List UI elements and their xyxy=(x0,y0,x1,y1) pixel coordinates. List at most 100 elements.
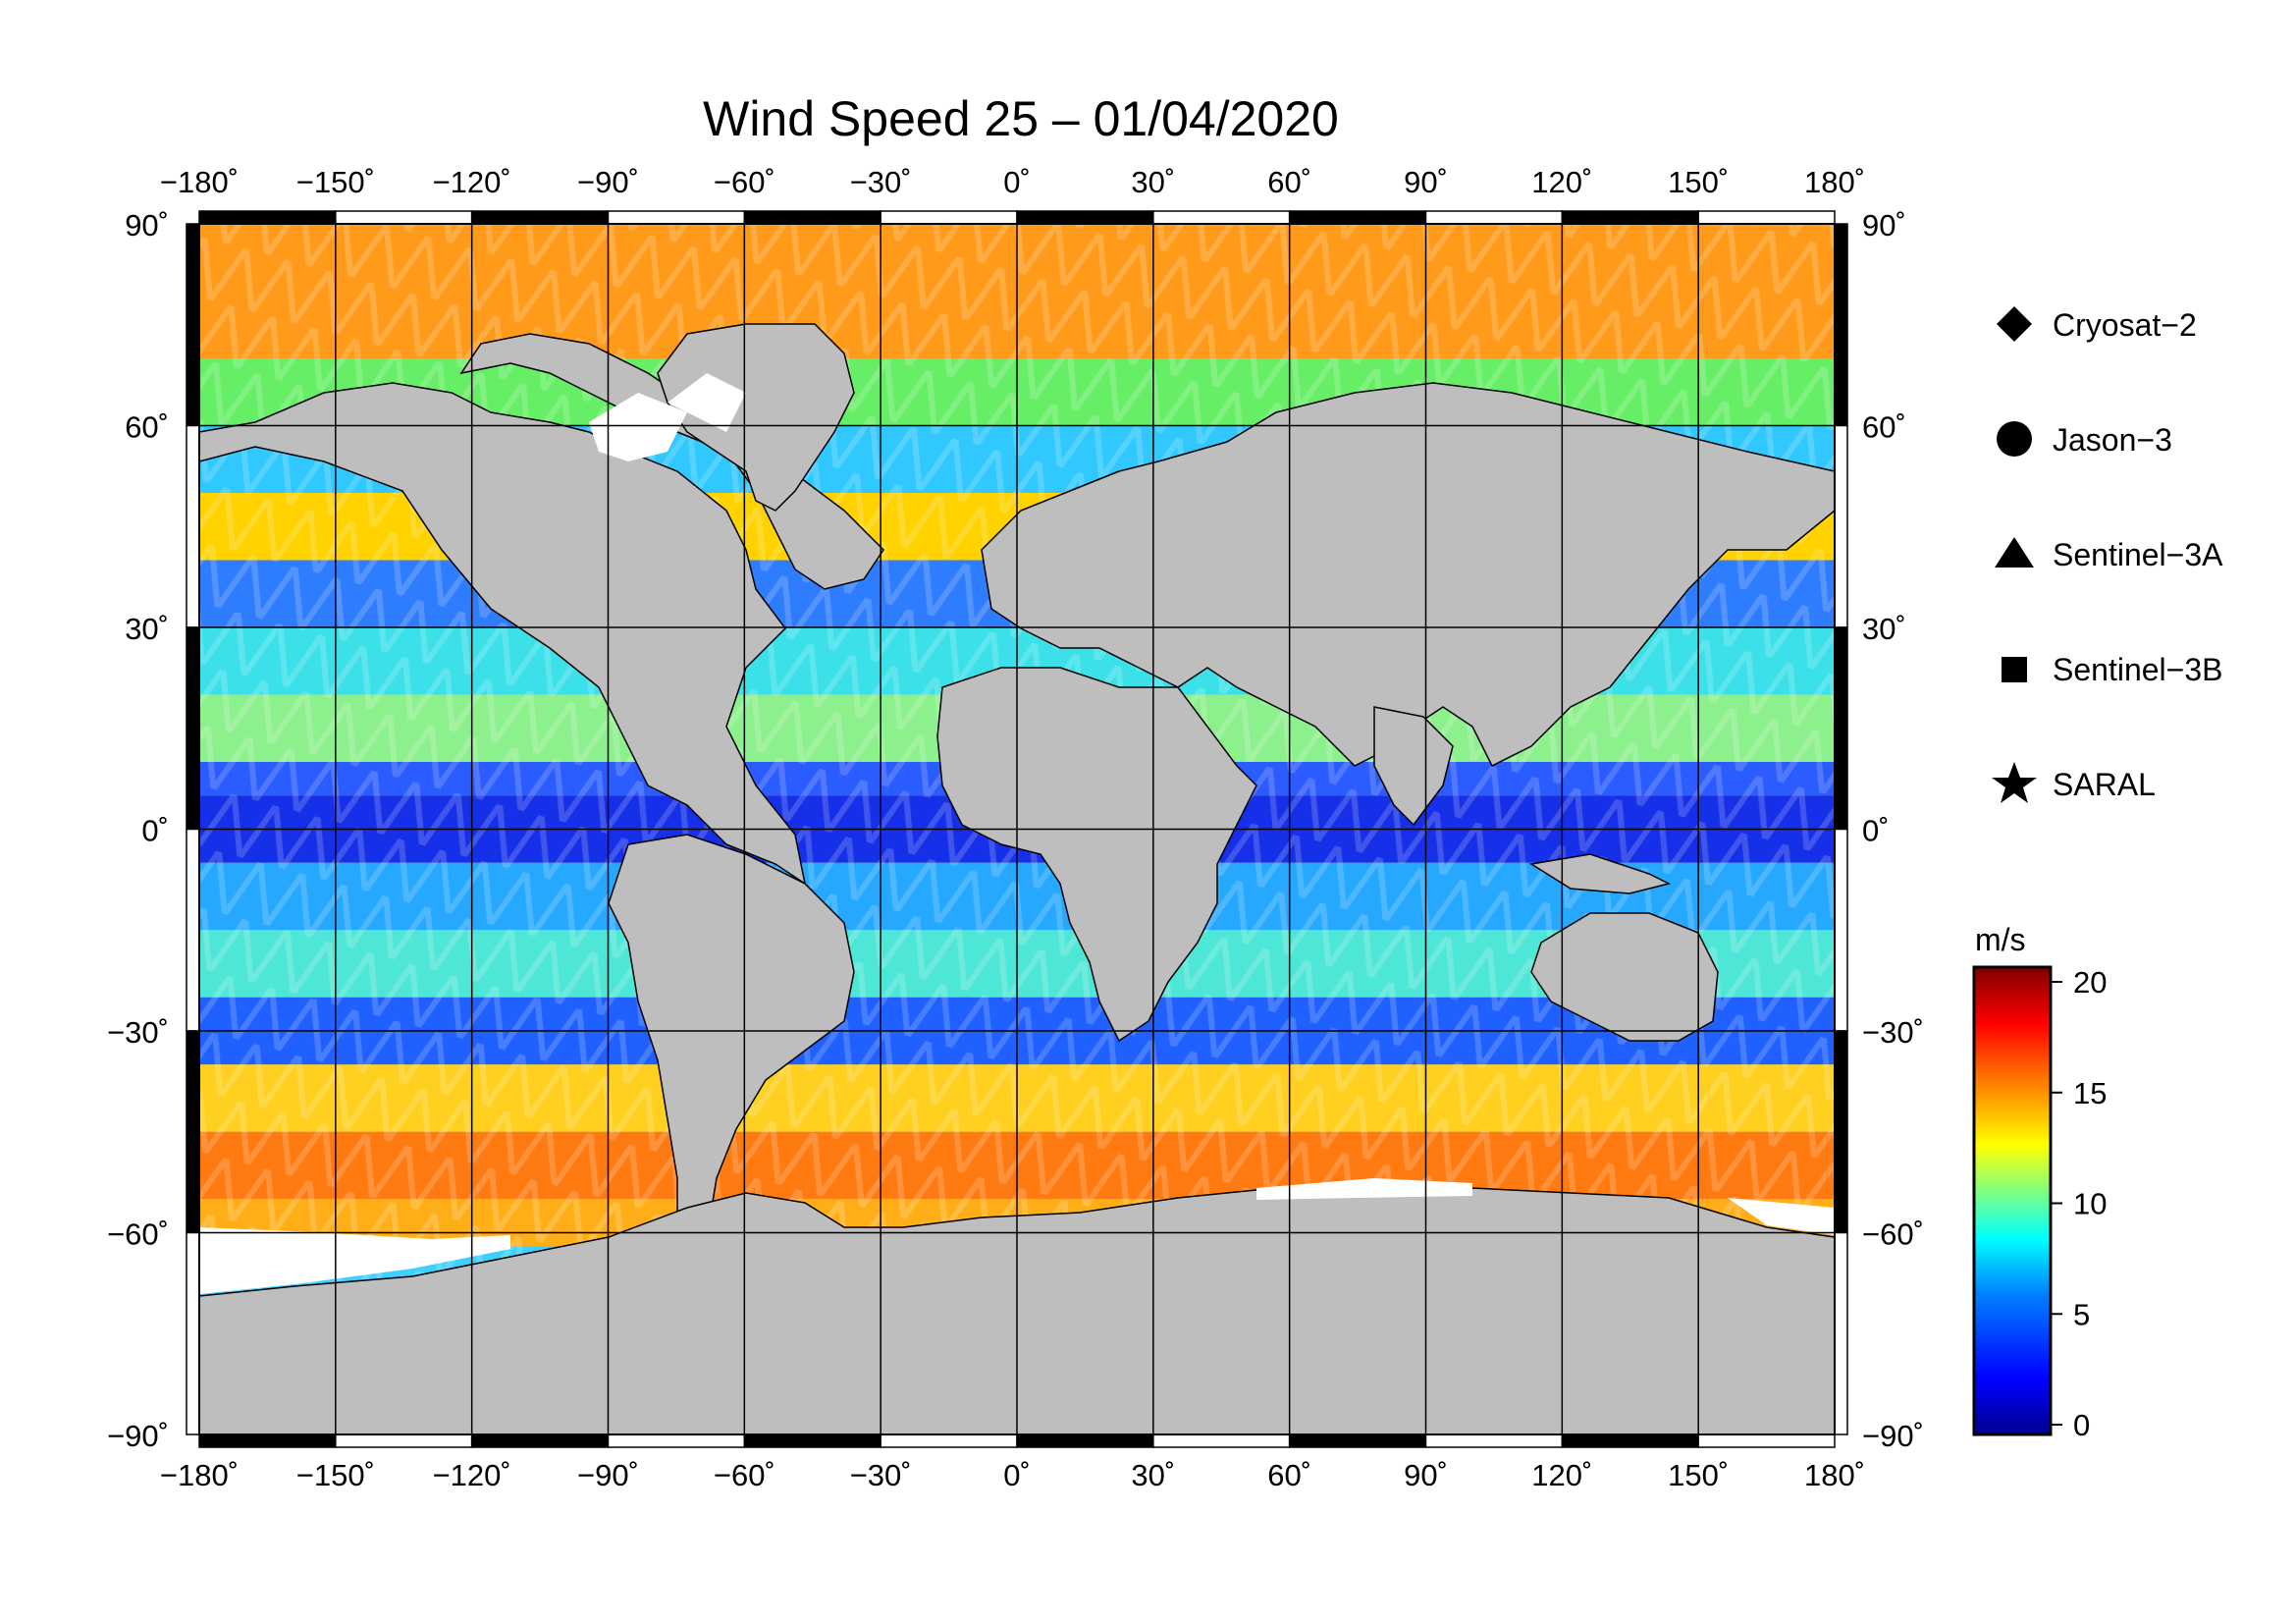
lat-tick-label: −60˚ xyxy=(1862,1217,1924,1252)
frame-segment xyxy=(1697,1434,1836,1448)
colorbar-tick-label: 20 xyxy=(2073,965,2107,1000)
sea-ice xyxy=(199,373,1835,1294)
wind-field xyxy=(199,224,1835,1434)
lon-tick-label: −90˚ xyxy=(577,1458,639,1492)
lon-tick-label: 150˚ xyxy=(1668,165,1729,199)
lat-tick-label: 30˚ xyxy=(125,612,169,646)
frame-segment xyxy=(198,1434,337,1448)
square-icon xyxy=(2002,657,2027,682)
frame-segment xyxy=(743,210,881,225)
lon-tick-label: −150˚ xyxy=(296,1458,375,1492)
frame-segment xyxy=(1834,223,1848,427)
lon-tick-label: 0˚ xyxy=(1003,1458,1031,1492)
colorbar: m/s 20 15 10 5 0 xyxy=(1972,922,2107,1442)
lon-tick-label: −180˚ xyxy=(160,165,239,199)
lon-tick-label: 120˚ xyxy=(1531,165,1592,199)
frame-segment xyxy=(1016,1434,1154,1448)
legend-label: Sentinel−3A xyxy=(2053,537,2223,572)
satellite-legend: Cryosat−2 Jason−3 Sentinel−3A Sentinel−3… xyxy=(1992,306,2223,803)
frame-segment xyxy=(1288,210,1427,225)
lat-tick-label: 60˚ xyxy=(1862,410,1906,445)
diamond-icon xyxy=(1997,306,2032,342)
triangle-icon xyxy=(1995,537,2034,568)
frame-segment xyxy=(1152,1434,1291,1448)
frame-segment xyxy=(186,626,200,831)
axis-tick-labels: −180˚ −180˚ −150˚ −150˚ −120˚ −120˚ −90˚ −90˚ −6… xyxy=(107,165,1924,1492)
lon-tick-label: −120˚ xyxy=(433,165,511,199)
frame-segment xyxy=(1424,210,1564,225)
lat-tick-label: 30˚ xyxy=(1862,612,1906,646)
frame-segment xyxy=(1561,1434,1699,1448)
lat-tick-label: −90˚ xyxy=(107,1419,169,1453)
lat-tick-label: −90˚ xyxy=(1862,1419,1924,1453)
lat-tick-label: −30˚ xyxy=(107,1015,169,1050)
legend-label: SARAL xyxy=(2053,767,2156,802)
legend-label: Cryosat−2 xyxy=(2053,307,2197,343)
frame-segment xyxy=(186,828,200,1032)
lon-tick-label: 30˚ xyxy=(1131,1458,1175,1492)
lat-tick-label: 60˚ xyxy=(125,410,169,445)
map-frame xyxy=(186,210,1848,1448)
lon-tick-label: −90˚ xyxy=(577,165,639,199)
legend-item-saral: SARAL xyxy=(1992,762,2156,803)
lon-tick-label: −150˚ xyxy=(296,165,375,199)
colorbar-tick-label: 10 xyxy=(2073,1187,2107,1221)
frame-segment xyxy=(743,1434,881,1448)
colorbar-gradient xyxy=(1972,965,2053,1436)
frame-segment xyxy=(335,210,473,225)
frame-segment xyxy=(607,1434,746,1448)
frame-segment xyxy=(1152,210,1291,225)
frame-segment xyxy=(186,1030,200,1234)
colorbar-tick-label: 15 xyxy=(2073,1076,2107,1110)
frame-segment xyxy=(1834,828,1848,1032)
frame-segment xyxy=(1288,1434,1427,1448)
frame-segment xyxy=(1834,1231,1848,1435)
frame-segment xyxy=(1834,1030,1848,1234)
legend-item-sentinel-3a: Sentinel−3A xyxy=(1995,537,2223,572)
legend-item-cryosat-2: Cryosat−2 xyxy=(1997,306,2197,343)
lon-tick-label: −60˚ xyxy=(714,1458,775,1492)
lat-tick-label: 0˚ xyxy=(1862,814,1890,848)
legend-item-jason-3: Jason−3 xyxy=(1997,421,2172,458)
lat-tick-label: 0˚ xyxy=(141,814,169,848)
circle-icon xyxy=(1997,421,2032,457)
lon-tick-label: 180˚ xyxy=(1804,165,1865,199)
lon-tick-label: 0˚ xyxy=(1003,165,1031,199)
lon-tick-label: 150˚ xyxy=(1668,1458,1729,1492)
frame-segment xyxy=(186,424,200,628)
lon-tick-label: 30˚ xyxy=(1131,165,1175,199)
lat-tick-label: −60˚ xyxy=(107,1217,169,1252)
frame-segment xyxy=(607,210,746,225)
lon-tick-label: 90˚ xyxy=(1404,1458,1448,1492)
lon-tick-label: −120˚ xyxy=(433,1458,511,1492)
frame-segment xyxy=(880,1434,1018,1448)
graticule xyxy=(199,224,1835,1434)
lon-tick-label: −30˚ xyxy=(850,1458,912,1492)
legend-label: Jason−3 xyxy=(2053,422,2172,458)
lon-tick-label: −30˚ xyxy=(850,165,912,199)
frame-segment xyxy=(186,1231,200,1435)
lon-tick-label: 180˚ xyxy=(1804,1458,1865,1492)
colorbar-tick-label: 5 xyxy=(2073,1297,2090,1331)
lon-tick-label: 60˚ xyxy=(1267,1458,1311,1492)
frame-segment xyxy=(1424,1434,1564,1448)
lon-tick-label: 120˚ xyxy=(1531,1458,1592,1492)
lat-tick-label: 90˚ xyxy=(1862,208,1906,243)
legend-item-sentinel-3b: Sentinel−3B xyxy=(2002,652,2222,687)
star-icon xyxy=(1992,762,2037,803)
colorbar-tick-label: 0 xyxy=(2073,1408,2090,1442)
frame-segment xyxy=(1016,210,1154,225)
lat-tick-label: 90˚ xyxy=(125,208,169,243)
frame-segment xyxy=(470,1434,610,1448)
colorbar-unit: m/s xyxy=(1975,922,2026,957)
lat-tick-label: −30˚ xyxy=(1862,1015,1924,1050)
lon-tick-label: −180˚ xyxy=(160,1458,239,1492)
frame-segment xyxy=(470,210,610,225)
lon-tick-label: 60˚ xyxy=(1267,165,1311,199)
frame-segment xyxy=(1561,210,1699,225)
frame-segment xyxy=(1697,210,1836,225)
frame-segment xyxy=(198,210,337,225)
legend-label: Sentinel−3B xyxy=(2053,652,2222,687)
map-title: Wind Speed 25 – 01/04/2020 xyxy=(703,91,1339,146)
